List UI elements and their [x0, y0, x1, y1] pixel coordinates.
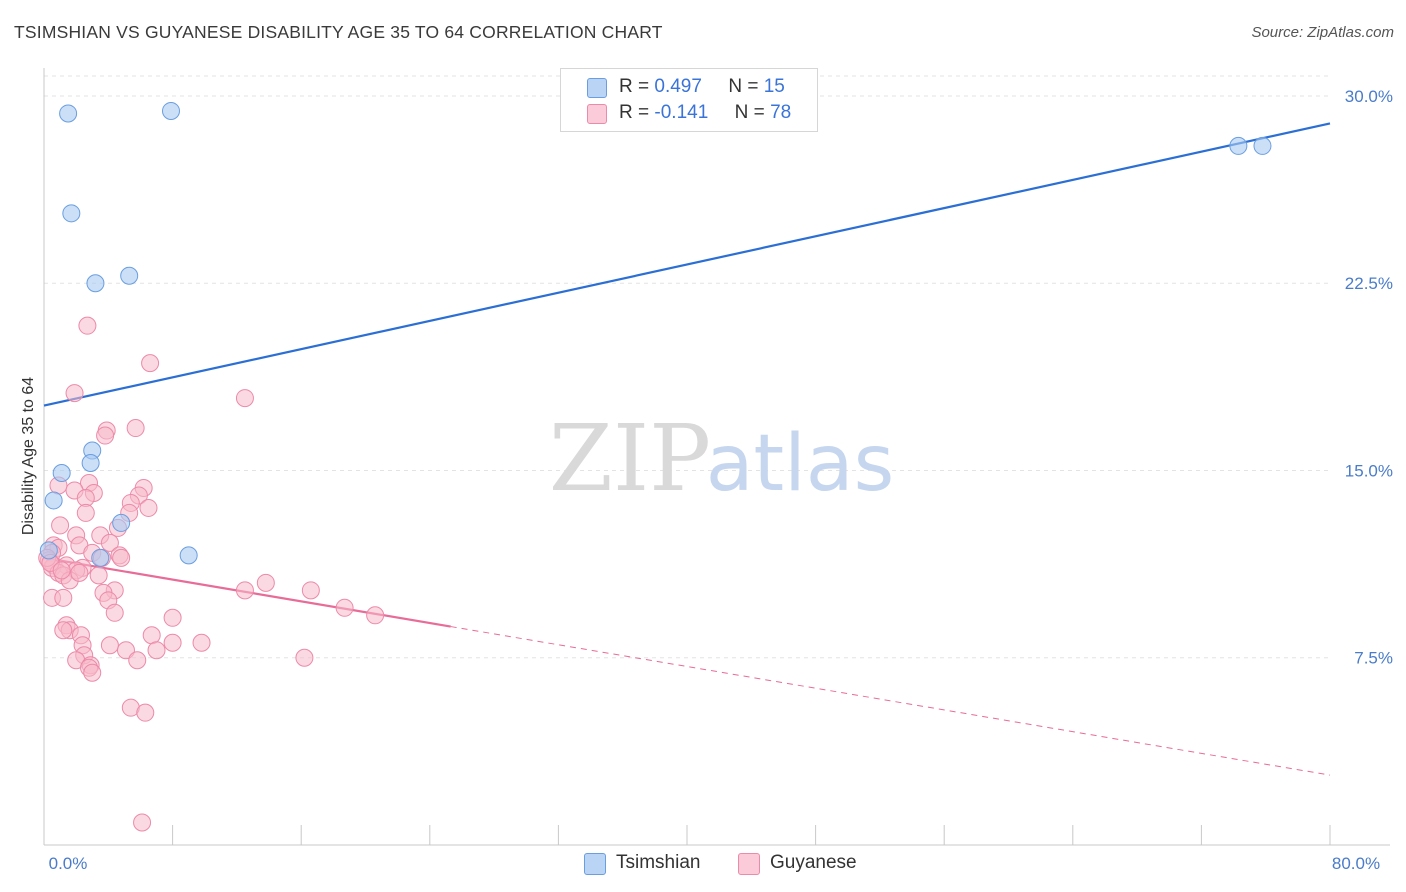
- axis-labels: 7.5% 15.0% 22.5% 30.0% 0.0% 80.0% Disability A…: [20, 87, 1393, 873]
- guyanese-point: [116, 641, 135, 660]
- y-tick-label: 30.0%: [1345, 87, 1393, 106]
- legend-label-guyanese: Guyanese: [770, 852, 857, 873]
- legend-n-label: N =: [728, 76, 759, 97]
- guyanese-point: [100, 636, 119, 655]
- legend-n-value: 78: [770, 102, 792, 123]
- tsimshian-point: [179, 546, 198, 565]
- x-tick-label: 0.0%: [49, 854, 88, 873]
- tsimshian-point: [86, 274, 105, 293]
- guyanese-point: [128, 651, 147, 670]
- tsimshian-trend-line: [43, 122, 1331, 407]
- guyanese-point: [76, 503, 95, 522]
- axes: [43, 68, 1390, 846]
- guyanese-point: [83, 663, 102, 682]
- guyanese-trend-extension: [450, 626, 1331, 776]
- y-tick-label: 15.0%: [1345, 461, 1393, 480]
- legend-label-tsimshian: Tsimshian: [616, 852, 701, 873]
- guyanese-point: [112, 548, 131, 567]
- guyanese-point: [126, 419, 145, 438]
- guyanese-point: [133, 813, 152, 832]
- guyanese-point: [366, 606, 385, 625]
- watermark: ZIP atlas: [549, 405, 894, 512]
- guyanese-swatch: [738, 853, 760, 875]
- guyanese-point: [51, 516, 70, 535]
- legend-n-label: N =: [734, 102, 765, 123]
- guyanese-point: [52, 561, 71, 580]
- stats-legend: R = 0.497 N = 15 R = -0.141 N = 78: [560, 68, 818, 132]
- legend-r-value: -0.141: [654, 102, 709, 123]
- data-points: [38, 101, 1272, 832]
- guyanese-point: [295, 648, 314, 667]
- guyanese-point: [139, 498, 158, 517]
- guyanese-point: [96, 426, 115, 445]
- tsimshian-point: [120, 266, 139, 285]
- legend-n-value: 15: [763, 76, 785, 97]
- x-tick-label: 80.0%: [1332, 854, 1380, 873]
- guyanese-point: [136, 703, 155, 722]
- tsimshian-swatch: [587, 78, 607, 98]
- tsimshian-point: [81, 453, 100, 472]
- guyanese-point: [141, 354, 160, 373]
- guyanese-point: [192, 633, 211, 652]
- guyanese-point: [105, 603, 124, 622]
- guyanese-point: [163, 633, 182, 652]
- guyanese-point: [301, 581, 320, 600]
- legend-r-value: 0.497: [654, 76, 702, 97]
- watermark-atlas: atlas: [706, 419, 895, 509]
- guyanese-point: [70, 563, 89, 582]
- legend-r-label: R =: [619, 102, 650, 123]
- y-tick-label: 7.5%: [1354, 649, 1393, 668]
- tsimshian-point: [62, 204, 81, 223]
- tsimshian-point: [59, 104, 78, 123]
- chart-title: TSIMSHIAN VS GUYANESE DISABILITY AGE 35 …: [14, 22, 663, 42]
- guyanese-point: [335, 598, 354, 617]
- source-credit: Source: ZipAtlas.com: [1251, 24, 1394, 41]
- guyanese-point: [54, 588, 73, 607]
- guyanese-point: [100, 533, 119, 552]
- guyanese-point: [147, 641, 166, 660]
- gridlines: [44, 75, 1330, 659]
- guyanese-point: [235, 581, 254, 600]
- legend-r-label: R =: [619, 76, 650, 97]
- y-axis-label: Disability Age 35 to 64: [20, 377, 37, 535]
- tsimshian-point: [161, 101, 180, 120]
- watermark-zip: ZIP: [549, 405, 711, 512]
- guyanese-point: [78, 316, 97, 335]
- guyanese-point: [76, 488, 95, 507]
- guyanese-point: [163, 608, 182, 627]
- guyanese-point: [256, 573, 275, 592]
- guyanese-point: [65, 384, 84, 403]
- y-tick-label: 22.5%: [1345, 274, 1393, 293]
- tsimshian-point: [1253, 136, 1272, 155]
- tsimshian-point: [44, 491, 63, 510]
- tsimshian-point: [112, 513, 131, 532]
- tsimshian-point: [52, 463, 71, 482]
- guyanese-point: [54, 621, 73, 640]
- tsimshian-swatch: [584, 853, 606, 875]
- tsimshian-point: [91, 548, 110, 567]
- guyanese-swatch: [587, 104, 607, 124]
- tsimshian-point: [39, 541, 58, 560]
- series-legend: Tsimshian Guyanese: [0, 852, 1406, 878]
- tsimshian-point: [1229, 136, 1248, 155]
- guyanese-point: [235, 389, 254, 408]
- guyanese-point: [89, 566, 108, 585]
- guyanese-point: [142, 626, 161, 645]
